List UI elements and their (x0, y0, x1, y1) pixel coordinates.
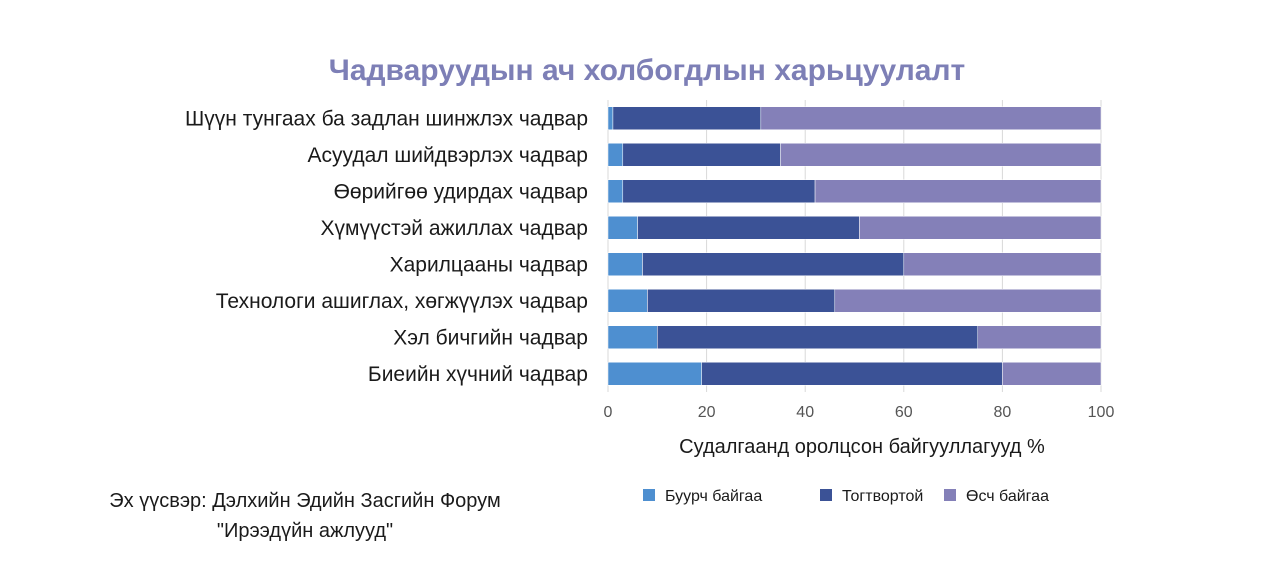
bar-segment (657, 325, 978, 349)
legend-label: Өсч байгаа (966, 488, 1049, 505)
bar-segment (607, 143, 624, 167)
category-label: Биеийн хүчний чадвар (368, 363, 588, 386)
legend-label: Тогтвортой (842, 488, 923, 505)
x-axis-title: Судалгаанд оролцсон байгууллагууд % (679, 436, 1045, 458)
x-tick-label: 20 (698, 404, 716, 421)
x-tick-label: 100 (1088, 404, 1115, 421)
bar-segment (1002, 362, 1102, 386)
category-label: Хэл бичгийн чадвар (393, 326, 588, 349)
x-tick-label: 0 (604, 404, 613, 421)
bars (607, 106, 1102, 386)
x-tick-label: 80 (994, 404, 1012, 421)
legend-swatch (820, 489, 832, 501)
category-label: Шүүн тунгаах ба задлан шинжлэх чадвар (185, 107, 588, 130)
category-labels: Шүүн тунгаах ба задлан шинжлэх чадвар Асу… (185, 107, 588, 386)
bar-segment (612, 106, 762, 130)
x-tick-label: 40 (796, 404, 814, 421)
category-label: Асуудал шийдвэрлэх чадвар (308, 144, 588, 167)
source-line-1: Эх үүсвэр: Дэлхийн Эдийн Засгийн Форум (109, 490, 500, 512)
legend-swatch (944, 489, 956, 501)
bar-segment (760, 106, 1102, 130)
bar-segment (977, 325, 1102, 349)
chart-title: Чадваруудын ач холбогдлын харьцуулалт (329, 54, 966, 87)
x-tick-label: 60 (895, 404, 913, 421)
bar-segment (780, 143, 1102, 167)
bar-segment (859, 216, 1102, 240)
legend: Буурч байгаа Тогтвортой Өсч байгаа (643, 488, 1049, 505)
bar-segment (607, 106, 614, 130)
bar-segment (607, 252, 643, 276)
bar-segment (814, 179, 1102, 203)
bar-segment (701, 362, 1003, 386)
bar-segment (642, 252, 905, 276)
bar-segment (607, 362, 702, 386)
bar-segment (622, 179, 816, 203)
bar-segment (607, 289, 648, 313)
bar-segment (607, 179, 624, 203)
bar-segment (903, 252, 1102, 276)
category-label: Өөрийгөө удирдах чадвар (334, 180, 588, 203)
bar-segment (607, 216, 638, 240)
category-label: Хүмүүстэй ажиллах чадвар (321, 217, 588, 240)
bar-segment (647, 289, 836, 313)
category-label: Харилцааны чадвар (390, 253, 588, 276)
bar-segment (834, 289, 1102, 313)
bar-segment (607, 325, 658, 349)
bar-segment (637, 216, 860, 240)
source-line-2: "Ирээдүйн ажлууд" (217, 520, 393, 542)
category-label: Технологи ашиглах, хөгжүүлэх чадвар (216, 290, 588, 313)
x-tick-labels: 0 20 40 60 80 100 (604, 404, 1115, 421)
legend-swatch (643, 489, 655, 501)
legend-label: Буурч байгаа (665, 488, 762, 505)
bar-segment (622, 143, 781, 167)
